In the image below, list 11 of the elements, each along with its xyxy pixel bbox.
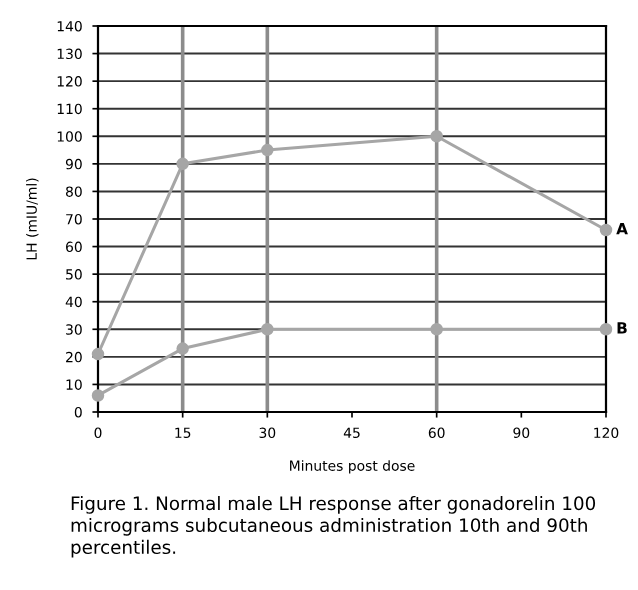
point [91,347,105,361]
point [261,323,274,336]
point [176,157,189,171]
caption: Figure 1. Normal male LH response after gonadorelin 100 micrograms subcutaneous administration 10th and 90th percentiles. [71,496,596,558]
point [91,389,105,402]
point [176,342,189,355]
point [599,323,613,336]
point [599,223,613,237]
point [430,130,443,143]
point [261,143,274,157]
point [430,323,443,336]
